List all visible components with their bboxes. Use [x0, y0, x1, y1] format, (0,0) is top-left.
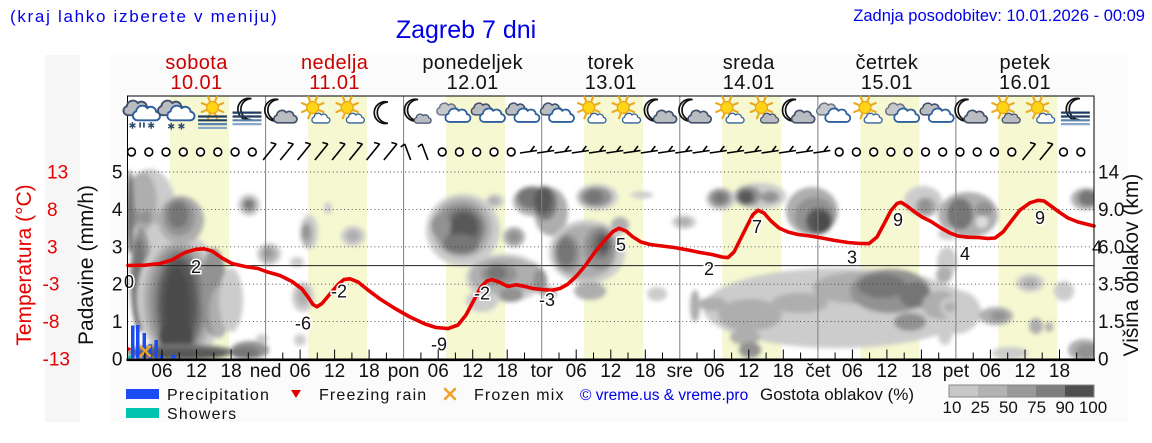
svg-text:06: 06 — [151, 361, 172, 382]
svg-text:18: 18 — [497, 361, 518, 382]
svg-text:petek: petek — [1000, 52, 1052, 74]
svg-text:sobota: sobota — [165, 52, 228, 74]
svg-text:Padavine (mm/h): Padavine (mm/h) — [75, 185, 98, 345]
svg-text:3: 3 — [112, 237, 123, 258]
svg-text:06: 06 — [842, 361, 863, 382]
svg-text:5: 5 — [112, 163, 123, 184]
svg-text:12: 12 — [462, 361, 483, 382]
svg-text:13: 13 — [47, 163, 68, 184]
svg-text:25: 25 — [971, 398, 990, 417]
svg-text:sreda: sreda — [723, 52, 776, 74]
svg-text:(kraj lahko izberete v meniju): (kraj lahko izberete v meniju) — [10, 7, 278, 26]
svg-text:nedelja: nedelja — [301, 52, 369, 74]
svg-text:-9: -9 — [431, 335, 447, 355]
svg-text:8: 8 — [47, 200, 58, 221]
svg-text:Showers: Showers — [167, 406, 237, 423]
svg-text:14.01: 14.01 — [723, 72, 775, 94]
svg-text:12: 12 — [600, 361, 621, 382]
svg-text:3: 3 — [847, 248, 857, 268]
svg-text:pon: pon — [388, 361, 420, 382]
svg-text:Precipitation: Precipitation — [167, 387, 270, 404]
svg-text:18: 18 — [1049, 361, 1070, 382]
svg-text:18: 18 — [221, 361, 242, 382]
svg-text:4: 4 — [960, 244, 970, 264]
svg-text:12: 12 — [186, 361, 207, 382]
svg-text:10.01: 10.01 — [170, 72, 222, 94]
svg-text:6.0: 6.0 — [1098, 237, 1124, 258]
svg-text:Gostota oblakov (%): Gostota oblakov (%) — [760, 385, 914, 404]
svg-text:11.01: 11.01 — [309, 72, 360, 94]
svg-text:9: 9 — [893, 210, 903, 230]
svg-text:10: 10 — [943, 398, 962, 417]
svg-text:3.5: 3.5 — [1098, 275, 1124, 296]
svg-text:-3: -3 — [539, 290, 555, 310]
svg-text:-8: -8 — [43, 312, 60, 333]
svg-text:12: 12 — [876, 361, 897, 382]
svg-text:12: 12 — [738, 361, 759, 382]
svg-text:9.0: 9.0 — [1098, 200, 1124, 221]
svg-text:12: 12 — [324, 361, 345, 382]
svg-text:Zagreb 7 dni: Zagreb 7 dni — [396, 16, 536, 44]
svg-text:9: 9 — [1035, 208, 1045, 228]
svg-text:18: 18 — [635, 361, 656, 382]
svg-text:13.01: 13.01 — [585, 72, 637, 94]
svg-text:tor: tor — [531, 361, 554, 382]
svg-text:12: 12 — [1014, 361, 1035, 382]
svg-text:0: 0 — [112, 350, 123, 371]
svg-text:2: 2 — [191, 257, 201, 277]
svg-text:-2: -2 — [331, 282, 347, 302]
svg-text:torek: torek — [588, 52, 635, 74]
svg-text:18: 18 — [359, 361, 380, 382]
svg-text:ponedeljek: ponedeljek — [422, 52, 523, 74]
svg-text:Frozen mix: Frozen mix — [474, 387, 565, 404]
svg-text:90: 90 — [1055, 398, 1074, 417]
svg-text:-6: -6 — [295, 314, 311, 334]
svg-text:-13: -13 — [43, 350, 70, 371]
svg-text:Freezing rain: Freezing rain — [319, 387, 427, 404]
svg-text:2: 2 — [704, 259, 714, 279]
svg-text:100: 100 — [1079, 398, 1107, 417]
svg-text:7: 7 — [752, 217, 762, 237]
svg-text:pet: pet — [943, 361, 970, 382]
svg-text:sre: sre — [667, 361, 693, 382]
svg-text:0: 0 — [124, 272, 134, 292]
svg-text:-3: -3 — [43, 275, 60, 296]
svg-text:ned: ned — [250, 361, 282, 382]
svg-text:5: 5 — [616, 235, 626, 255]
svg-text:06: 06 — [980, 361, 1001, 382]
svg-text:50: 50 — [999, 398, 1018, 417]
svg-text:16.01: 16.01 — [999, 72, 1051, 94]
svg-text:18: 18 — [911, 361, 932, 382]
svg-text:2: 2 — [112, 275, 123, 296]
svg-text:4: 4 — [112, 200, 123, 221]
svg-text:0: 0 — [1098, 350, 1109, 371]
svg-text:14: 14 — [1098, 163, 1120, 184]
svg-text:Temperatura (°C): Temperatura (°C) — [13, 184, 36, 345]
svg-text:Zadnja posodobitev: 10.01.2026: Zadnja posodobitev: 10.01.2026 - 00:09 — [853, 7, 1145, 25]
svg-text:06: 06 — [566, 361, 587, 382]
svg-text:18: 18 — [773, 361, 794, 382]
svg-text:© vreme.us & vreme.pro: © vreme.us & vreme.pro — [580, 387, 748, 404]
svg-text:75: 75 — [1027, 398, 1046, 417]
svg-text:15.01: 15.01 — [861, 72, 913, 94]
svg-text:06: 06 — [290, 361, 311, 382]
svg-text:četrtek: četrtek — [855, 52, 918, 74]
svg-text:1: 1 — [112, 312, 123, 333]
svg-text:3: 3 — [47, 237, 58, 258]
svg-text:čet: čet — [805, 361, 831, 382]
svg-text:06: 06 — [704, 361, 725, 382]
svg-text:-2: -2 — [474, 284, 490, 304]
svg-text:1.5: 1.5 — [1098, 312, 1124, 333]
svg-text:Višina oblakov (km): Višina oblakov (km) — [1120, 174, 1143, 357]
svg-text:06: 06 — [428, 361, 449, 382]
svg-text:12.01: 12.01 — [447, 72, 499, 94]
